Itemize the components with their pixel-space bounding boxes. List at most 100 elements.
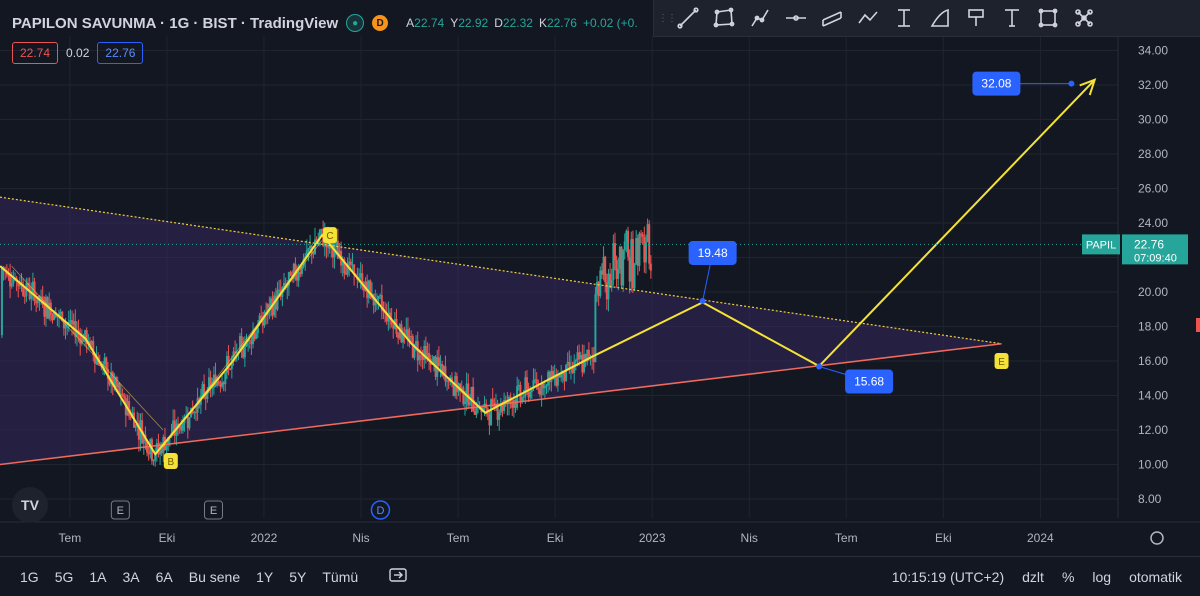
candle-body [574,360,577,362]
brush-icon[interactable] [960,2,992,34]
candle-body [349,261,352,265]
candle-body [361,273,364,288]
date-range-icon[interactable] [388,567,408,586]
candle-body [542,383,545,389]
range-5y-button[interactable]: 5Y [289,568,307,585]
sell-price-button[interactable]: 22.74 [12,42,59,64]
candle-body [137,423,140,440]
log-scale-toggle[interactable]: log [1092,568,1112,585]
drag-handle-icon[interactable]: ⋮⋮ [658,12,677,24]
candle-body [437,357,440,366]
candle-body [155,443,158,453]
price-label: 32.08 [981,77,1011,91]
clock-timezone[interactable]: 10:15:19 (UTC+2) [891,568,1005,585]
candle-body [178,425,181,429]
candle-body [181,422,184,431]
parallel-channel-icon[interactable] [816,2,848,34]
candle-body [217,381,220,384]
candle-body [441,364,444,376]
candle-body [362,287,365,291]
candle-body [566,361,569,365]
price-axis [1118,36,1200,518]
dividend-badge[interactable]: D [372,15,389,31]
range-5d-button[interactable]: 5G [54,568,74,585]
candle-body [617,268,620,279]
candle-body [428,352,431,360]
candle-body [537,387,540,390]
candle-body [204,395,207,399]
horizontal-ray-icon[interactable] [780,2,812,34]
range-1m-button[interactable]: 1A [89,568,107,585]
x-tick-label: Nis [352,531,369,545]
candle-body [286,285,289,288]
zigzag-icon[interactable] [852,2,884,34]
candle-body [35,301,38,304]
candle-body [71,320,74,325]
candle-body [534,379,537,381]
symbol-title[interactable]: PAPILON SAVUNMA · 1G · BIST · TradingVie… [12,14,339,32]
candle-body [519,384,522,401]
helper-line [11,265,164,431]
settings-gear-icon[interactable] [1150,531,1164,545]
candle-body [512,399,515,408]
text-icon[interactable] [996,2,1028,34]
trend-line-icon[interactable] [672,2,704,34]
buy-price-button[interactable]: 22.76 [97,42,144,64]
candle-body [587,349,590,357]
candle-body [243,345,246,358]
percent-scale-toggle[interactable]: % [1061,568,1075,585]
range-3m-button[interactable]: 3A [122,568,140,585]
spread-value: 0.02 [66,46,90,60]
candle-body [312,253,315,255]
range-1y-button[interactable]: 1Y [256,568,274,585]
symbol-tag-label: PAPIL [1086,239,1116,251]
candle-body [418,355,421,361]
candle-body [473,411,476,415]
drawing-toolbar: ⋮⋮ [653,0,1200,37]
candle-body [620,246,623,286]
candle-body [524,377,527,397]
candle-body [522,396,525,398]
extended-hours-toggle[interactable]: dzlt [1022,568,1044,585]
long-position-icon[interactable] [888,2,920,34]
candle-body [623,241,626,251]
auto-scale-toggle[interactable]: otomatik [1129,568,1182,585]
candle-body [186,416,189,429]
range-all-button[interactable]: Tümü [322,568,359,585]
y-tick-label: 32.00 [1138,78,1168,92]
candle-body [274,295,277,310]
node-network-icon[interactable] [1068,2,1100,34]
rectangle-icon[interactable] [1032,2,1064,34]
candle-body [173,420,176,436]
candle-body [397,333,400,338]
range-1d-button[interactable]: 1G [20,568,39,585]
candle-body [128,401,131,417]
path-icon[interactable] [744,2,776,34]
candle-body [67,321,70,324]
tradingview-logo[interactable]: TV [12,487,48,523]
x-tick-label: Eki [547,531,564,545]
candle-body [514,399,517,408]
polygon-icon[interactable] [708,2,740,34]
candle-body [165,445,168,450]
range-6m-button[interactable]: 6A [155,568,173,585]
wave-marker [163,453,178,470]
candle-body [292,263,295,279]
candle-body [491,399,494,403]
candle-body [607,273,610,300]
candle-body [398,324,401,338]
candle-body [618,246,621,269]
candle-body [294,263,297,275]
candle-body [644,241,647,263]
candle-body [538,389,541,395]
candle-body [214,374,217,386]
candle-body [405,329,408,335]
x-tick-label: Eki [935,531,952,545]
curve-icon[interactable] [924,2,956,34]
candle-body [472,386,475,412]
x-tick-label: Eki [159,531,176,545]
candle-body [62,320,65,329]
candle-body [444,366,447,382]
range-ytd-button[interactable]: Bu sene [188,568,241,585]
